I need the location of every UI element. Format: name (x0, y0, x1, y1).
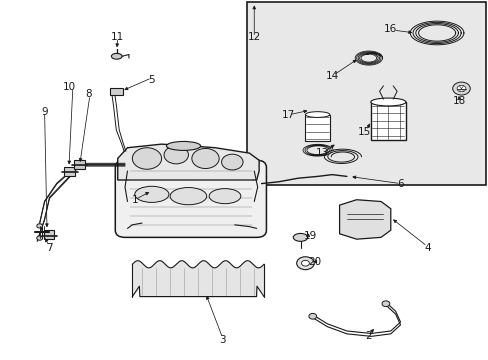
Circle shape (132, 148, 161, 169)
Text: 11: 11 (111, 32, 124, 41)
Circle shape (163, 146, 188, 164)
Text: 15: 15 (357, 127, 370, 136)
Circle shape (456, 85, 465, 92)
Circle shape (452, 82, 469, 95)
Ellipse shape (170, 188, 206, 205)
Circle shape (308, 314, 316, 319)
Bar (305, 114, 329, 141)
Text: 10: 10 (62, 82, 75, 92)
Text: 20: 20 (308, 257, 321, 267)
Bar (74, 160, 84, 169)
Text: 3: 3 (219, 334, 225, 345)
Bar (110, 88, 123, 95)
Circle shape (296, 257, 314, 270)
Bar (370, 102, 405, 140)
Circle shape (381, 301, 389, 307)
Text: 1: 1 (131, 195, 138, 205)
Ellipse shape (305, 112, 329, 117)
Ellipse shape (111, 53, 122, 59)
Text: 19: 19 (303, 231, 316, 240)
Bar (64, 167, 75, 176)
Circle shape (221, 154, 243, 170)
Text: 5: 5 (148, 75, 155, 85)
Circle shape (37, 224, 42, 228)
Text: 17: 17 (281, 111, 294, 121)
Text: 2: 2 (365, 331, 371, 341)
Ellipse shape (135, 186, 168, 202)
Ellipse shape (293, 233, 307, 241)
Text: 8: 8 (85, 89, 92, 99)
Text: 16: 16 (384, 24, 397, 35)
Text: 9: 9 (41, 107, 48, 117)
FancyBboxPatch shape (115, 160, 266, 237)
Text: 4: 4 (423, 243, 430, 253)
Text: 14: 14 (325, 71, 338, 81)
Text: 6: 6 (396, 179, 403, 189)
Circle shape (191, 148, 219, 168)
Polygon shape (339, 200, 390, 239)
Text: 7: 7 (46, 243, 53, 253)
Circle shape (301, 260, 309, 266)
Text: 13: 13 (315, 148, 328, 158)
Bar (43, 230, 54, 239)
Ellipse shape (209, 189, 241, 204)
Circle shape (37, 236, 42, 240)
Bar (246, 3, 485, 185)
Text: 18: 18 (451, 96, 465, 106)
Polygon shape (118, 144, 259, 180)
Ellipse shape (370, 98, 405, 106)
Ellipse shape (166, 141, 200, 150)
Text: 12: 12 (247, 32, 260, 41)
